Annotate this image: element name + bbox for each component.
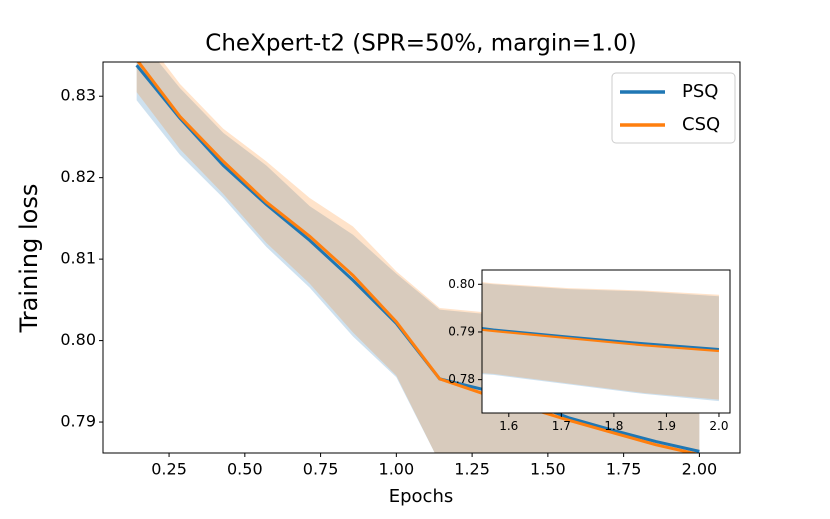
x-tick-label: 0.25 bbox=[151, 459, 187, 478]
y-tick-label: 0.83 bbox=[60, 86, 96, 105]
plot-series bbox=[482, 282, 720, 402]
plot-frame bbox=[481, 269, 731, 414]
y-axis-label: Training loss bbox=[15, 184, 43, 334]
legend-label: PSQ bbox=[682, 81, 718, 102]
y-tick-label: 0.80 bbox=[448, 277, 475, 291]
x-tick-label: 2.0 bbox=[709, 419, 728, 433]
x-tick-label: 1.25 bbox=[454, 459, 490, 478]
y-tick-label: 0.78 bbox=[448, 372, 475, 386]
x-tick-label: 0.75 bbox=[303, 459, 339, 478]
y-tick-label: 0.79 bbox=[60, 412, 96, 431]
x-tick-label: 1.9 bbox=[657, 419, 676, 433]
x-tick-label: 2.00 bbox=[682, 459, 718, 478]
x-tick-label: 1.75 bbox=[606, 459, 642, 478]
legend-label: CSQ bbox=[682, 114, 720, 135]
plot-frame bbox=[102, 61, 741, 454]
series-line bbox=[136, 62, 699, 453]
y-tick-label: 0.81 bbox=[60, 249, 96, 268]
series-line bbox=[482, 328, 720, 353]
y-tick-label: 0.82 bbox=[60, 167, 96, 186]
chart-title: CheXpert-t2 (SPR=50%, margin=1.0) bbox=[205, 31, 636, 57]
x-tick-label: 0.50 bbox=[227, 459, 263, 478]
x-tick-label: 1.8 bbox=[604, 419, 623, 433]
x-tick-label: 1.6 bbox=[499, 419, 518, 433]
y-tick-label: 0.80 bbox=[60, 330, 96, 349]
series-line bbox=[482, 326, 720, 351]
x-axis-label: Epochs bbox=[389, 486, 454, 507]
x-tick-label: 1.7 bbox=[552, 419, 571, 433]
x-tick-label: 1.50 bbox=[530, 459, 566, 478]
x-tick-label: 1.00 bbox=[379, 459, 415, 478]
y-tick-label: 0.79 bbox=[448, 324, 475, 338]
